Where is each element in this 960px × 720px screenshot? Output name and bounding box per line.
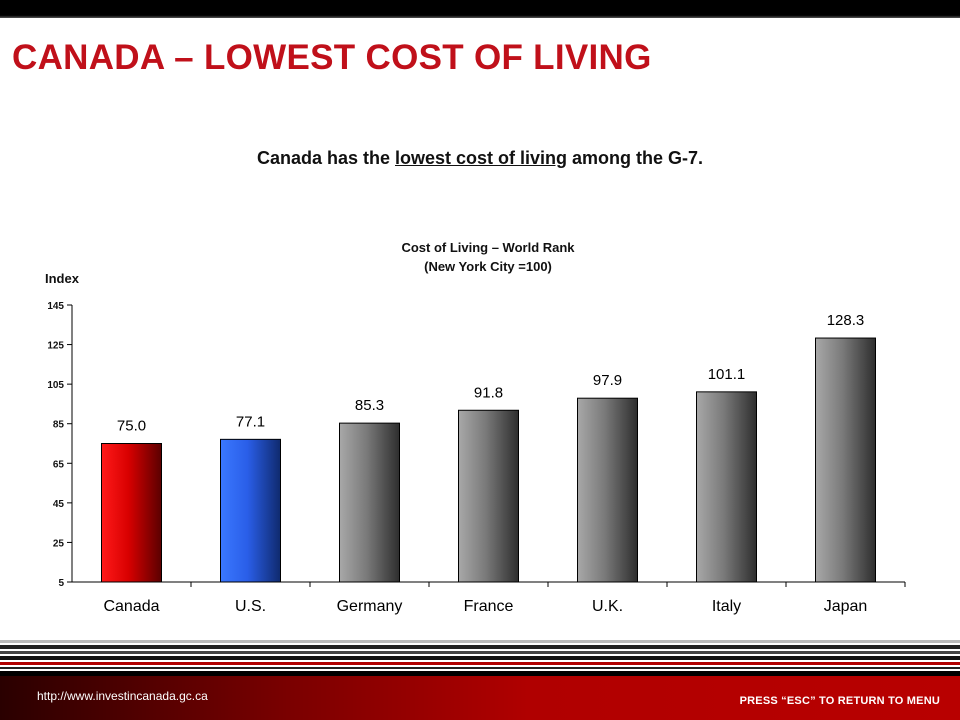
bar-canada [101, 443, 162, 583]
bar-chart: 5 25 45 65 85 105 125 145 75.0 Canada 77.1 U.S. 85.3… [47, 301, 906, 615]
slide-subtitle: Canada has the lowest cost of living amo… [0, 148, 960, 169]
x-tick-label: Germany [337, 598, 403, 615]
bar-value-label: 77.1 [236, 413, 265, 430]
x-tick-label: Italy [712, 598, 741, 615]
y-tick-label: 125 [47, 341, 64, 352]
subtitle-before: Canada has the [256, 148, 395, 168]
footer-stripes [0, 640, 960, 676]
top-bar [0, 0, 960, 18]
x-tick-label: U.S. [235, 598, 266, 615]
y-tick-label: 105 [47, 380, 64, 391]
chart-title-block: Cost of Living – World Rank (New York Ci… [288, 238, 688, 276]
x-tick-label: Canada [103, 598, 159, 615]
slide-title: CANADA – LOWEST COST OF LIVING [12, 38, 652, 77]
y-tick-label: 85 [53, 420, 65, 431]
bar-value-label: 85.3 [355, 397, 384, 414]
bar-france [458, 409, 519, 583]
subtitle-underlined: lowest cost of living [395, 148, 568, 168]
bar-japan [815, 337, 876, 583]
bar-value-label: 101.1 [708, 366, 746, 383]
footer-esc-hint: PRESS “ESC” TO RETURN TO MENU [739, 695, 940, 707]
footer-url-link[interactable]: http://www.investincanada.gc.ca [37, 689, 208, 703]
bar-value-label: 91.8 [474, 384, 503, 401]
y-tick-label: 65 [53, 459, 65, 470]
y-tick-label: 145 [47, 301, 64, 312]
footer-band [0, 676, 960, 720]
bar-value-label: 128.3 [827, 312, 865, 329]
x-tick-label: U.K. [592, 598, 623, 615]
chart-title: Cost of Living – World Rank [401, 240, 575, 255]
bar-us [220, 438, 281, 583]
bar-italy [696, 391, 757, 583]
bar-germany [339, 422, 400, 583]
bar-value-label: 75.0 [117, 418, 146, 435]
y-axis-label: Index [45, 271, 79, 286]
x-tick-label: France [464, 598, 514, 615]
x-tick-label: Japan [824, 598, 868, 615]
subtitle-after: among the G-7. [567, 148, 704, 168]
chart-subtitle: (New York City =100) [424, 259, 552, 274]
bar-uk [577, 397, 638, 583]
y-tick-label: 25 [53, 538, 65, 549]
y-tick-label: 45 [53, 499, 65, 510]
bar-value-label: 97.9 [593, 372, 622, 389]
y-tick-label: 5 [58, 578, 64, 589]
